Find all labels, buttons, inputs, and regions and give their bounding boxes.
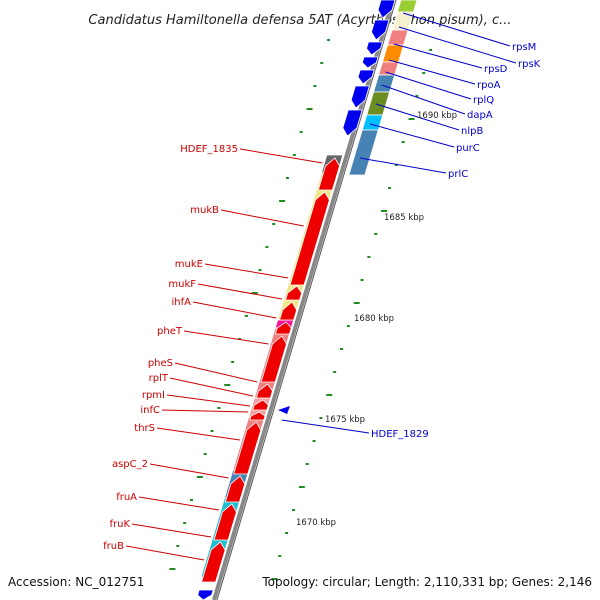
left-gene-label: fruB bbox=[103, 541, 124, 552]
label-leader-line bbox=[138, 496, 220, 511]
feature-block bbox=[373, 74, 396, 93]
forward-strand-genes bbox=[197, 0, 396, 600]
label-leader-line bbox=[388, 59, 476, 85]
forward-gene-arrow bbox=[278, 406, 290, 414]
label-leader-line bbox=[156, 427, 240, 441]
forward-gene-arrow bbox=[342, 109, 363, 137]
left-gene-label: fruK bbox=[109, 519, 130, 530]
right-gene-label: rpsM bbox=[512, 42, 536, 53]
reverse-gene-arrow bbox=[201, 541, 226, 583]
label-leader-line bbox=[281, 419, 370, 434]
reverse-gene-arrow bbox=[252, 399, 269, 411]
label-leader-line bbox=[197, 283, 282, 300]
left-gene-label: aspC_2 bbox=[112, 459, 148, 470]
label-leader-line bbox=[149, 463, 229, 479]
right-gene-label: rpoA bbox=[477, 80, 501, 91]
label-leader-line bbox=[398, 26, 517, 64]
map-title: Candidatus Hamiltonella defensa 5AT (Acy… bbox=[88, 13, 511, 28]
label-leader-line bbox=[393, 43, 483, 69]
label-leader-line bbox=[220, 209, 304, 227]
label-leader-line bbox=[239, 148, 323, 164]
label-leader-line bbox=[204, 263, 289, 279]
feature-block bbox=[387, 29, 409, 46]
feature-block bbox=[381, 44, 405, 63]
accession-text: Accession: NC_012751 bbox=[8, 575, 144, 589]
kbp-labels: 1690 kbp 1685 kbp 1680 kbp 1675 kbp 1670 kbp bbox=[296, 111, 457, 528]
topology-text: Topology: circular; Length: 2,110,331 bp… bbox=[261, 575, 592, 589]
left-gene-label: infC bbox=[140, 405, 160, 416]
label-leader-line bbox=[385, 71, 472, 100]
reverse-gene-arrow bbox=[224, 475, 246, 503]
reverse-gene-arrow bbox=[249, 411, 266, 421]
forward-gene-arrow bbox=[361, 56, 379, 69]
label-leader-line bbox=[161, 409, 249, 413]
kbp-scale-label: 1680 kbp bbox=[354, 314, 394, 324]
reverse-gene-arrow bbox=[317, 157, 340, 191]
reverse-gene-arrow bbox=[279, 301, 298, 321]
kbp-scale-label: 1670 kbp bbox=[296, 518, 336, 528]
left-gene-label: ihfA bbox=[172, 297, 192, 308]
forward-gene-arrow bbox=[366, 41, 384, 56]
left-gene-label: thrS bbox=[134, 423, 155, 434]
reverse-gene-arrow bbox=[274, 321, 292, 335]
left-gene-label: rpmI bbox=[142, 390, 165, 401]
left-gene-label: mukF bbox=[168, 279, 196, 290]
forward-gene-arrow bbox=[197, 589, 214, 600]
right-gene-label: HDEF_1829 bbox=[371, 429, 429, 440]
reverse-gene-arrow bbox=[285, 285, 303, 301]
kbp-scale-label: 1685 kbp bbox=[384, 213, 424, 223]
label-leader-line bbox=[369, 123, 455, 148]
feature-block bbox=[348, 129, 379, 176]
feature-block bbox=[396, 0, 418, 13]
label-leader-line bbox=[174, 362, 258, 383]
right-gene-labels: rpsM rpsK rpsD rpoA rplQ dapA nlpB purC prlC HDEF… bbox=[281, 12, 541, 440]
kbp-scale-label: 1675 kbp bbox=[325, 415, 365, 425]
label-leader-line bbox=[381, 84, 466, 115]
right-gene-label: prlC bbox=[448, 169, 468, 180]
right-gene-label: nlpB bbox=[461, 126, 483, 137]
left-gene-labels: HDEF_1835 mukB mukE mukF ihfA pheT pheS rplT rpm… bbox=[103, 144, 323, 561]
label-leader-line bbox=[169, 377, 254, 397]
right-gene-label: purC bbox=[456, 143, 480, 154]
reverse-gene-arrow bbox=[213, 503, 237, 541]
right-gene-label: rpsK bbox=[518, 59, 541, 70]
scale-ticks bbox=[169, 39, 433, 580]
label-leader-line bbox=[131, 523, 212, 538]
reverse-gene-arrow bbox=[233, 421, 262, 475]
left-gene-label: fruA bbox=[116, 492, 137, 503]
feature-block bbox=[366, 91, 391, 116]
label-leader-line bbox=[402, 12, 511, 47]
right-gene-label: dapA bbox=[467, 110, 493, 121]
reverse-gene-arrow bbox=[289, 191, 330, 286]
forward-gene-arrow bbox=[350, 85, 370, 109]
right-gene-label: rplQ bbox=[473, 95, 494, 106]
kbp-scale-label: 1690 kbp bbox=[417, 111, 457, 121]
left-gene-label: HDEF_1835 bbox=[180, 144, 238, 155]
label-leader-line bbox=[183, 330, 269, 345]
left-gene-label: pheT bbox=[157, 326, 183, 337]
label-leader-line bbox=[375, 103, 460, 131]
label-leader-line bbox=[192, 301, 277, 319]
genome-backbone-shadow bbox=[216, 0, 397, 600]
reverse-gene-arrow bbox=[255, 383, 273, 399]
reverse-gene-arrow bbox=[260, 335, 287, 383]
reverse-strand-genes bbox=[201, 157, 340, 583]
label-leader-line bbox=[125, 545, 205, 561]
label-leader-line bbox=[166, 394, 251, 407]
label-leader-line bbox=[359, 157, 447, 174]
left-gene-label: mukE bbox=[175, 259, 203, 270]
left-gene-label: mukB bbox=[190, 205, 219, 216]
forward-gene-arrow bbox=[371, 19, 390, 41]
forward-gene-arrow bbox=[357, 69, 375, 85]
left-gene-label: rplT bbox=[149, 373, 169, 384]
right-gene-label: rpsD bbox=[484, 64, 508, 75]
left-gene-label: pheS bbox=[148, 358, 173, 369]
forward-gene-arrow bbox=[377, 0, 396, 19]
feature-block bbox=[361, 114, 384, 131]
